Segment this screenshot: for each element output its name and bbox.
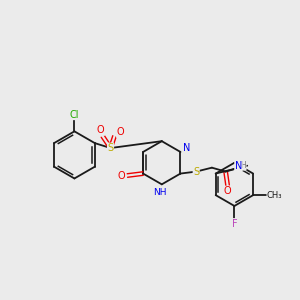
Text: S: S <box>107 143 114 153</box>
Text: F: F <box>232 219 237 229</box>
Text: CH₃: CH₃ <box>267 190 282 200</box>
Text: O: O <box>116 127 124 137</box>
Text: Cl: Cl <box>70 110 79 120</box>
Text: O: O <box>224 186 231 196</box>
Text: NH: NH <box>153 188 166 197</box>
Text: O: O <box>97 125 104 135</box>
Text: N: N <box>183 143 190 153</box>
Text: N: N <box>235 161 242 171</box>
Text: S: S <box>193 167 199 177</box>
Text: O: O <box>118 170 125 181</box>
Text: H: H <box>240 161 246 170</box>
